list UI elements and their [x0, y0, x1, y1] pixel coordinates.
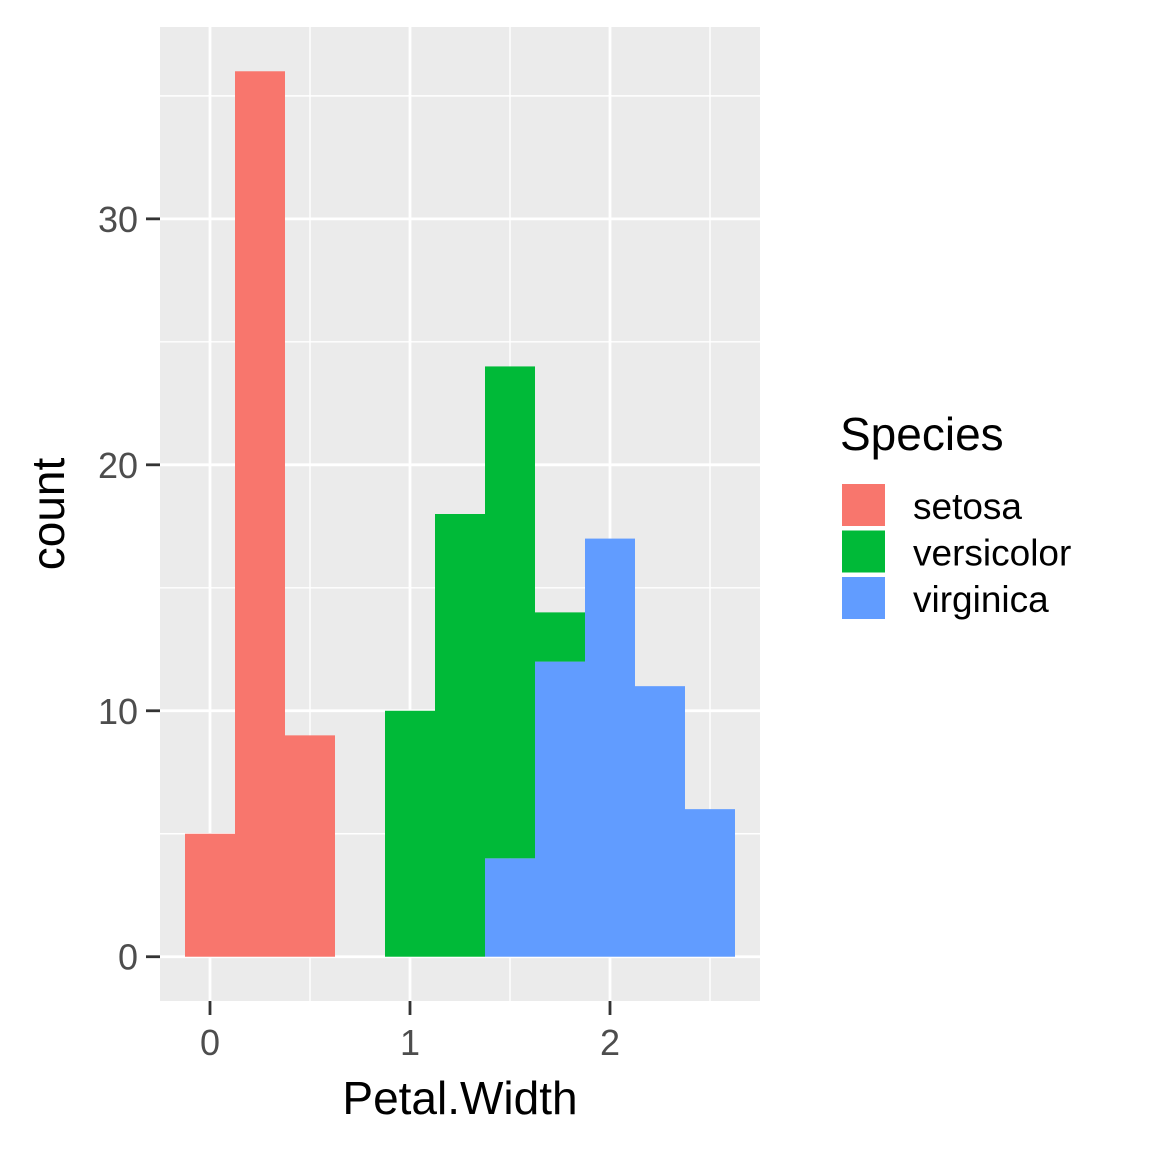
legend-label-virginica: virginica	[913, 579, 1049, 620]
legend: Species setosa versicolor virginica	[840, 408, 1071, 620]
bar-virginica	[685, 809, 735, 957]
histogram-bars	[185, 71, 735, 957]
bar-versicolor	[385, 710, 435, 957]
y-tick-label: 30	[98, 199, 138, 240]
y-tick-label: 0	[118, 937, 138, 978]
y-axis: 0 10 20 30	[98, 199, 160, 978]
bar-virginica	[485, 858, 535, 957]
legend-swatch-virginica	[842, 577, 885, 619]
legend-swatch-versicolor	[842, 530, 885, 573]
legend-swatch-setosa	[842, 484, 885, 526]
bar-versicolor	[535, 612, 585, 662]
bar-virginica	[535, 661, 585, 957]
bar-versicolor	[485, 366, 535, 859]
x-tick-label: 1	[400, 1022, 420, 1063]
y-tick-label: 20	[98, 445, 138, 486]
x-tick-label: 0	[200, 1022, 220, 1063]
x-axis-title: Petal.Width	[342, 1072, 577, 1124]
legend-label-versicolor: versicolor	[913, 533, 1071, 574]
x-tick-label: 2	[600, 1022, 620, 1063]
x-axis: 0 1 2	[200, 1001, 620, 1063]
bar-versicolor	[435, 514, 485, 957]
legend-title: Species	[840, 408, 1004, 460]
bar-setosa	[235, 71, 285, 957]
y-tick-label: 10	[98, 691, 138, 732]
bar-virginica	[635, 686, 685, 957]
bar-setosa	[185, 833, 235, 957]
y-axis-title: count	[22, 458, 74, 571]
legend-label-setosa: setosa	[913, 486, 1022, 527]
bar-setosa	[285, 735, 335, 957]
bar-virginica	[585, 538, 635, 957]
